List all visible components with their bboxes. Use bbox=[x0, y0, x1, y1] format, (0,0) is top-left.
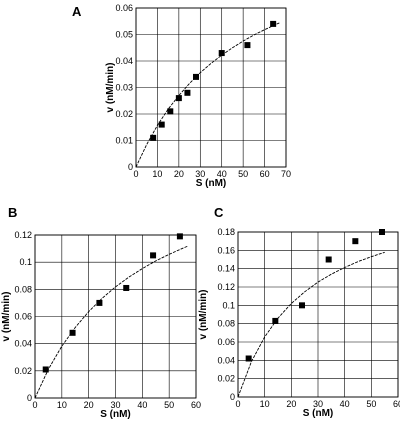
y-axis-title: v (nM/min) bbox=[1, 292, 12, 342]
y-tick-label: 0.08 bbox=[14, 284, 32, 294]
y-tick-label: 0.12 bbox=[14, 230, 32, 240]
x-tick-label: 10 bbox=[152, 169, 162, 179]
chart-panel-c: C 0 10 20 30 40 50 60 0 0.02 0.04 0.06 0.08 0.1 0.12 0.… bbox=[198, 205, 400, 419]
data-point bbox=[158, 121, 165, 128]
fit-curve bbox=[135, 22, 280, 168]
data-point bbox=[42, 366, 49, 373]
data-point bbox=[123, 284, 130, 291]
y-tick-label: 0.04 bbox=[115, 56, 133, 66]
x-tick-label: 50 bbox=[164, 400, 174, 410]
x-tick-label: 40 bbox=[137, 400, 147, 410]
data-point bbox=[379, 229, 385, 235]
y-tick-label: 0.06 bbox=[217, 337, 235, 347]
fit-curve bbox=[237, 251, 385, 398]
y-tick-label: 0.02 bbox=[115, 109, 133, 119]
y-tick-label: 0.02 bbox=[217, 374, 235, 384]
x-tick-label: 20 bbox=[174, 169, 184, 179]
y-tick-label: 0.1 bbox=[19, 257, 32, 267]
y-tick-label: 0 bbox=[128, 162, 133, 172]
y-tick-label: 0.08 bbox=[217, 319, 235, 329]
data-point bbox=[175, 95, 182, 102]
y-tick-label: 0 bbox=[230, 392, 235, 402]
y-tick-label: 0.05 bbox=[115, 30, 133, 40]
x-tick-label: 30 bbox=[110, 400, 120, 410]
y-tick-label: 0.06 bbox=[115, 3, 133, 13]
plot-frame bbox=[34, 234, 197, 399]
data-point bbox=[352, 238, 359, 245]
data-point bbox=[193, 73, 199, 80]
y-tick-label: 0.04 bbox=[14, 339, 32, 349]
data-point bbox=[325, 256, 332, 263]
y-tick-label: 0.18 bbox=[217, 227, 235, 237]
x-tick-label: 30 bbox=[195, 169, 205, 179]
x-tick-label: 0 bbox=[133, 169, 138, 179]
x-tick-label: 60 bbox=[191, 400, 201, 410]
x-tick-label: 40 bbox=[340, 399, 350, 409]
data-point bbox=[150, 134, 157, 141]
chart-panel-a: A 0 10 20 30 40 50 60 70 0 0.01 0.02 0.03 0.04 0.05 0.0… bbox=[72, 3, 291, 189]
data-point bbox=[96, 299, 103, 306]
y-tick-label: 0.04 bbox=[217, 355, 235, 365]
x-tick-label: 50 bbox=[366, 399, 376, 409]
y-tick-label: 0.14 bbox=[217, 264, 235, 274]
data-point bbox=[150, 252, 157, 259]
plot-frame bbox=[237, 231, 399, 398]
x-tick-label: 60 bbox=[260, 169, 270, 179]
data-point bbox=[245, 355, 252, 362]
x-axis-title: S (nM) bbox=[196, 178, 227, 189]
x-tick-label: 10 bbox=[57, 400, 67, 410]
y-tick-label: 0.01 bbox=[115, 136, 133, 146]
x-axis-title: S (nM) bbox=[100, 409, 131, 420]
x-tick-label: 50 bbox=[238, 169, 248, 179]
data-point bbox=[167, 108, 174, 115]
y-axis-title: v (nM/min) bbox=[105, 63, 116, 113]
x-axis-title: S (nM) bbox=[303, 408, 334, 419]
x-tick-label: 60 bbox=[393, 399, 400, 409]
x-tick-label: 0 bbox=[235, 399, 240, 409]
chart-panel-b: B 0 10 20 30 40 50 60 0 0.02 0.04 0.06 0.08 0.1 0.12 S … bbox=[1, 205, 201, 420]
y-tick-label: 0.06 bbox=[14, 312, 32, 322]
x-tick-label: 20 bbox=[84, 400, 94, 410]
x-tick-label: 70 bbox=[281, 169, 291, 179]
panel-label: B bbox=[8, 205, 17, 220]
data-point bbox=[69, 329, 76, 336]
x-tick-label: 0 bbox=[32, 400, 37, 410]
panel-label: A bbox=[72, 4, 82, 19]
data-point bbox=[270, 20, 277, 27]
data-point bbox=[176, 233, 183, 240]
data-point bbox=[244, 42, 251, 49]
data-point bbox=[299, 302, 305, 309]
y-tick-label: 0.16 bbox=[217, 245, 235, 255]
data-point bbox=[218, 50, 225, 57]
y-tick-label: 0.1 bbox=[222, 300, 235, 310]
y-tick-label: 0.12 bbox=[217, 282, 235, 292]
x-tick-label: 40 bbox=[217, 169, 227, 179]
y-tick-label: 0.03 bbox=[115, 83, 133, 93]
y-tick-label: 0.02 bbox=[14, 366, 32, 376]
data-point bbox=[272, 317, 279, 324]
x-tick-label: 30 bbox=[313, 399, 323, 409]
fit-curve bbox=[34, 245, 189, 399]
y-axis-title: v (nM/min) bbox=[198, 290, 209, 340]
y-tick-label: 0 bbox=[27, 393, 32, 403]
x-tick-label: 20 bbox=[286, 399, 296, 409]
x-tick-label: 10 bbox=[260, 399, 270, 409]
plot-frame bbox=[135, 7, 287, 168]
data-point bbox=[184, 89, 191, 96]
panel-label: C bbox=[214, 205, 224, 220]
